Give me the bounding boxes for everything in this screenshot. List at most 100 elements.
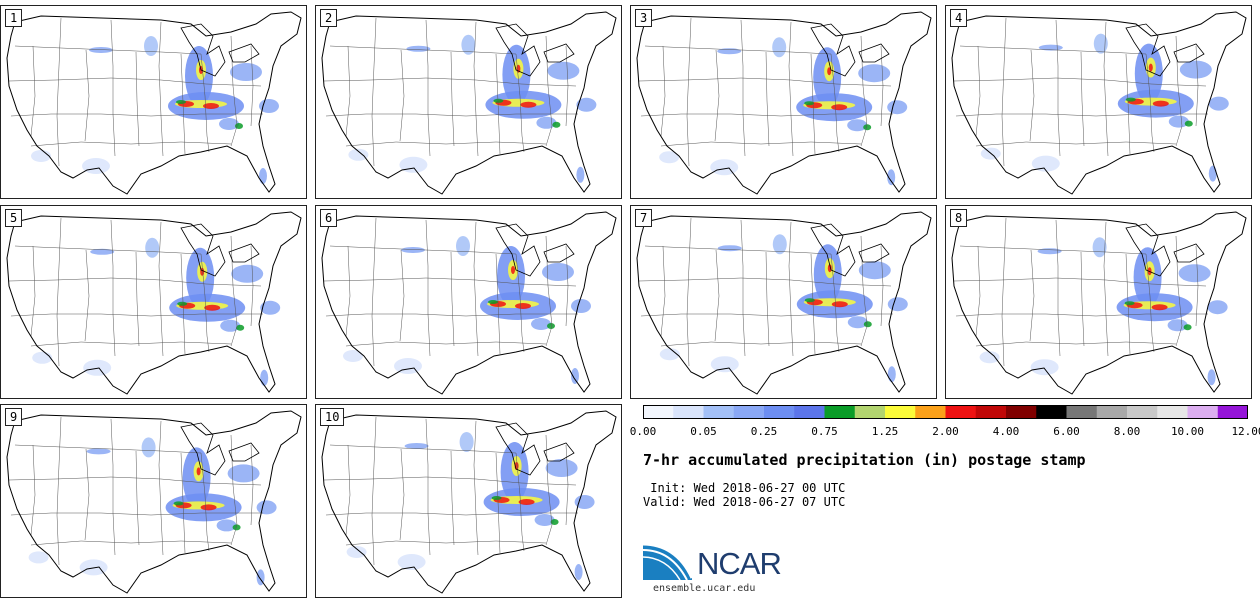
precip-area — [531, 318, 551, 330]
state-border — [56, 416, 62, 566]
precip-area — [348, 148, 369, 161]
state-border — [135, 51, 140, 147]
state-border — [1080, 251, 1085, 347]
state-border — [740, 19, 746, 157]
state-border — [638, 277, 892, 287]
precip-area — [1183, 324, 1192, 331]
state-border — [545, 434, 553, 546]
precip-area — [173, 501, 184, 506]
state-border — [250, 444, 254, 526]
member-panel: 4 — [945, 5, 1252, 199]
precip-area — [231, 264, 264, 283]
member-panel: 2 — [315, 5, 622, 199]
precip-area — [346, 546, 367, 558]
state-border — [158, 21, 164, 157]
member-number: 5 — [5, 209, 23, 227]
precip-area — [520, 101, 537, 108]
colorbar-tick-label: 0.05 — [690, 425, 717, 438]
state-border — [644, 245, 832, 255]
great-lakes — [495, 223, 575, 277]
precip-area — [1037, 248, 1062, 255]
precip-area — [518, 499, 535, 505]
member-map — [951, 211, 1247, 395]
state-border — [135, 251, 140, 347]
state-border — [84, 49, 90, 142]
country-outline — [321, 410, 617, 594]
precip-area — [1152, 100, 1169, 107]
member-panel: 9 — [0, 404, 307, 598]
country-outline — [636, 11, 932, 195]
state-border — [1125, 253, 1131, 355]
precip-area — [31, 150, 51, 162]
precip-area — [515, 303, 531, 309]
colorbar-tick-label: 6.00 — [1053, 425, 1080, 438]
precip-area — [1207, 369, 1216, 386]
state-border — [660, 245, 666, 337]
precip-field — [31, 36, 279, 184]
precip-area — [772, 234, 787, 255]
precip-area — [552, 121, 561, 128]
ncar-logo-icon — [643, 542, 693, 580]
precip-area — [399, 156, 428, 173]
colorbar-tick-label: 1.25 — [871, 425, 899, 438]
state-border — [329, 444, 517, 454]
state-border — [8, 476, 262, 486]
member-panel: 7 — [630, 205, 937, 399]
precip-area — [710, 356, 739, 373]
state-border — [1001, 217, 1007, 367]
colorbar-segment — [794, 405, 825, 419]
colorbar-tick-label: 0.00 — [629, 425, 657, 438]
state-border — [714, 49, 720, 142]
state-border — [473, 420, 479, 556]
state-border — [200, 53, 210, 153]
state-border — [10, 113, 263, 117]
state-border — [110, 219, 116, 357]
precip-area — [90, 248, 115, 255]
colorbar-tick-label: 0.75 — [811, 425, 838, 438]
member-panel: 3 — [630, 5, 937, 199]
state-border — [660, 45, 666, 137]
precip-area — [28, 551, 49, 564]
state-border — [565, 444, 569, 526]
precip-area — [203, 103, 219, 109]
country-outline — [321, 11, 617, 195]
precip-area — [488, 300, 498, 304]
state-border — [425, 219, 431, 357]
precip-area — [511, 266, 515, 274]
colorbar-tick-label: 8.00 — [1113, 425, 1141, 438]
precip-area — [343, 350, 363, 362]
state-border — [1175, 235, 1183, 347]
state-border — [425, 418, 431, 556]
precip-area — [576, 97, 597, 112]
great-lakes — [810, 23, 890, 77]
precip-area — [831, 104, 848, 111]
precip-area — [144, 36, 158, 56]
state-border — [975, 245, 981, 337]
precip-field — [659, 234, 908, 383]
country-outline — [951, 211, 1247, 395]
precip-area — [847, 316, 868, 329]
precip-area — [574, 495, 595, 509]
state-border — [1055, 19, 1061, 157]
precip-colorbar — [643, 405, 1248, 419]
precip-area — [804, 101, 815, 106]
state-border — [765, 51, 770, 147]
precip-area — [576, 166, 585, 183]
state-border — [545, 35, 553, 147]
precip-field — [343, 236, 591, 384]
precip-area — [717, 245, 742, 252]
state-border — [345, 45, 351, 137]
colorbar-segment — [1006, 405, 1037, 419]
state-border — [640, 313, 893, 317]
state-border — [110, 418, 116, 556]
precip-area — [804, 298, 815, 303]
state-border — [14, 245, 202, 255]
state-border — [810, 253, 816, 355]
colorbar-segment — [915, 405, 946, 419]
state-border — [371, 17, 377, 167]
state-border — [495, 452, 501, 554]
precip-area — [858, 261, 891, 280]
precip-area — [1030, 359, 1059, 376]
precip-area — [1151, 304, 1168, 311]
member-map — [636, 11, 932, 195]
